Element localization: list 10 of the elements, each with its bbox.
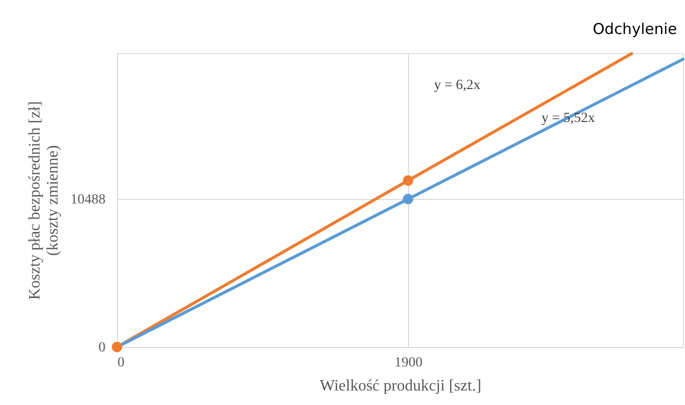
y-axis-title: Koszty płac bezpośrednich [zł] (koszty zmienne) [26,101,62,300]
point [402,194,414,204]
point [402,175,414,186]
text: Odchylenie [592,20,677,38]
annotation: y = 6,2x [434,78,480,93]
x-axis-title: Wielkość produkcji [szt.] [320,378,482,394]
point [112,342,122,352]
x-tick-label: 1900 [394,356,423,370]
annotation: y = 5,52x [542,111,595,126]
y-tick-label: 10488 [70,192,106,208]
